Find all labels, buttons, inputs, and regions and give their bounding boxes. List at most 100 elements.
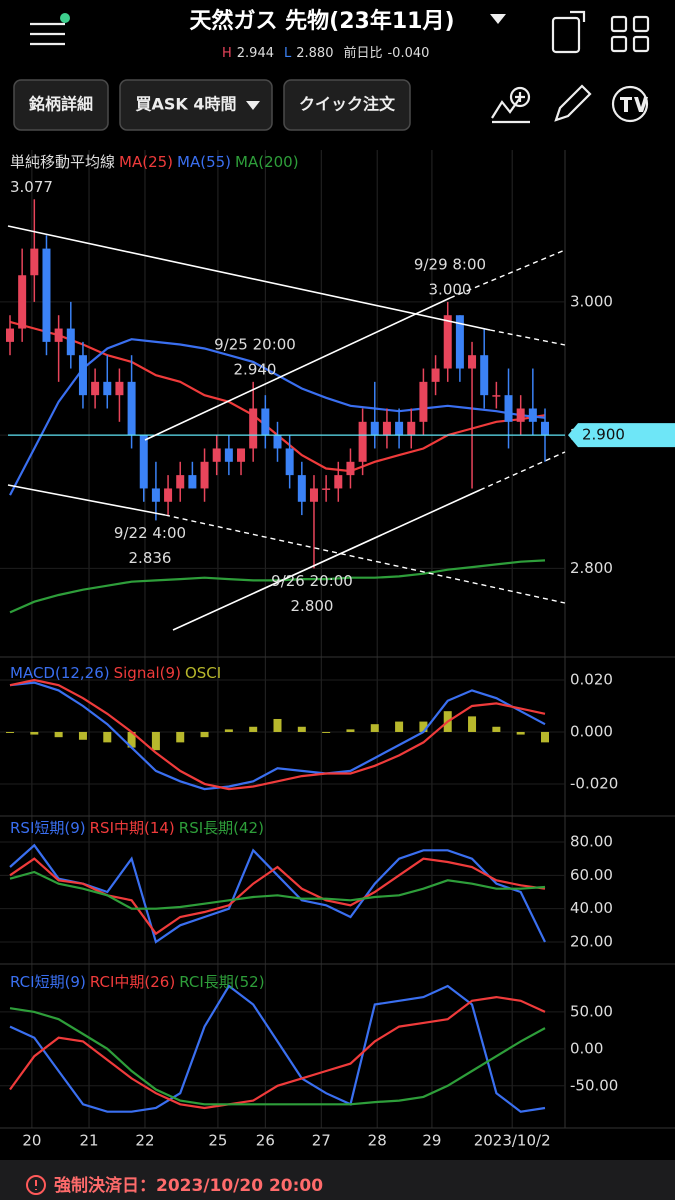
candle-body — [66, 328, 75, 356]
h-value: 2.944 — [237, 46, 274, 61]
tv-button[interactable] — [611, 85, 649, 123]
candle-body — [54, 328, 63, 342]
candle-body — [334, 475, 343, 489]
osci-bar — [492, 726, 501, 732]
indicator-line — [9, 995, 546, 1110]
annotation-time: 9/29 8:00 — [414, 255, 486, 273]
candle-body — [237, 448, 246, 462]
legend-entry: Signal(9) — [114, 664, 181, 682]
legend: RSI短期(9) RSI中期(14) RSI長期(42) — [10, 819, 264, 837]
annotation-price: 2.940 — [234, 360, 277, 378]
indicator-line — [9, 559, 546, 614]
osci-bar — [297, 726, 306, 732]
candle-body — [395, 421, 404, 436]
candle-body — [516, 408, 525, 422]
osci-bar — [224, 729, 233, 732]
timeframe-button[interactable] — [119, 79, 273, 131]
x-tick-label: 21 — [79, 1132, 98, 1150]
candle-body — [528, 408, 537, 422]
indicator-line — [9, 870, 546, 910]
y-tick-label: -50.00 — [570, 1076, 618, 1094]
candle-body — [285, 448, 294, 476]
detail-button[interactable] — [13, 79, 109, 131]
osci-bar — [419, 721, 428, 732]
quick-order-button[interactable] — [283, 79, 411, 131]
candle-body — [6, 328, 14, 342]
annotation-price: 2.800 — [291, 597, 334, 615]
osci-bar — [54, 731, 63, 738]
y-tick-label: 60.00 — [570, 866, 613, 884]
candle-body — [115, 381, 124, 396]
x-tick-label: 26 — [256, 1132, 275, 1150]
add-indicator-button[interactable] — [491, 86, 531, 124]
current-price-tag — [568, 423, 675, 448]
legend-entry: RSI長期(42) — [179, 819, 264, 837]
legend: 単純移動平均線 MA(25) MA(55) MA(200) — [10, 153, 299, 171]
candle-body — [431, 368, 440, 382]
legend: MACD(12,26) Signal(9) OSCI — [10, 664, 221, 682]
candle-body — [151, 488, 160, 502]
osci-bar — [346, 729, 355, 732]
candle-body — [176, 475, 185, 489]
candle-body — [164, 488, 173, 502]
indicator-line — [9, 338, 546, 496]
layout-button[interactable] — [610, 15, 650, 53]
x-tick-label: 2023/10/2 — [474, 1132, 551, 1150]
y-tick-label: 3.000 — [570, 292, 613, 310]
trend-lines — [7, 225, 566, 631]
osci-bar — [516, 731, 525, 735]
l-value: 2.880 — [296, 46, 333, 61]
osci-bar — [370, 724, 379, 732]
candle-body — [127, 381, 136, 436]
timeframe-button-label: 買ASK 4時間 — [135, 95, 236, 114]
candle-body — [504, 395, 513, 422]
current-price-label: 2.900 — [582, 426, 625, 444]
rotate-button[interactable] — [551, 10, 586, 54]
change-label: 前日比 — [343, 45, 382, 61]
x-tick-label: 20 — [22, 1132, 41, 1150]
osci-bar — [6, 731, 14, 733]
l-label: L — [284, 46, 292, 61]
y-tick-label: 0.00 — [570, 1039, 603, 1057]
indicator-line — [9, 678, 546, 791]
annotation-price: 3.000 — [429, 280, 472, 298]
osci-bar — [78, 731, 87, 740]
annotation-price: 2.836 — [129, 549, 172, 567]
candle-body — [346, 461, 355, 476]
osci-bar — [468, 716, 477, 732]
menu-button[interactable] — [30, 13, 70, 46]
candle-body — [297, 475, 306, 502]
osci-bar — [30, 731, 39, 735]
legend-entry: RSI短期(9) — [10, 819, 86, 837]
overlay: 20 21 22 25 26 27 28 29 2023/10/2 3.000 2.900 2.800… — [10, 153, 675, 1150]
candle-body — [322, 488, 331, 490]
candle-body — [358, 421, 367, 462]
draw-button[interactable] — [554, 84, 592, 122]
x-tick-label: 29 — [422, 1132, 441, 1150]
footer — [0, 1160, 675, 1200]
detail-button-label: 銘柄詳細 — [29, 95, 93, 114]
candle-body — [370, 421, 379, 436]
title-dropdown[interactable] — [490, 14, 506, 24]
candle-body — [261, 408, 270, 436]
title[interactable]: 天然ガス 先物(23年11月) — [190, 8, 455, 34]
candle-body — [468, 355, 477, 369]
candle-body — [139, 435, 148, 489]
candle-body — [103, 381, 112, 396]
osci-bar — [273, 718, 282, 732]
candle-body — [224, 448, 233, 462]
y-tick-label: 80.00 — [570, 833, 613, 851]
osci-bar — [395, 721, 404, 732]
legend-entry: RCI短期(9) — [10, 973, 86, 991]
legend-entry: RSI中期(14) — [90, 819, 175, 837]
quick-order-label: クイック注文 — [299, 95, 396, 114]
change-value: -0.040 — [387, 46, 429, 61]
candle-body — [455, 315, 464, 369]
legend-entry: MA(25) — [119, 153, 173, 171]
y-tick-label: -0.020 — [570, 774, 618, 792]
chart-area — [0, 150, 675, 1129]
legend-entry: RCI長期(52) — [179, 973, 264, 991]
indicator-line — [9, 984, 546, 1113]
